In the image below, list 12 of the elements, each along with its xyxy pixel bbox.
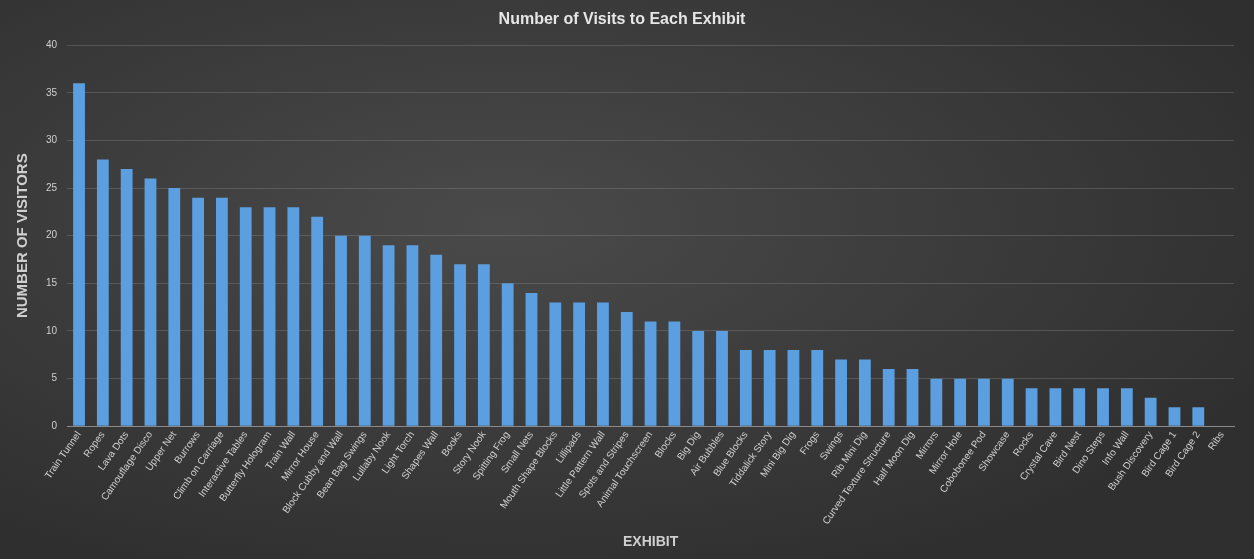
- y-tick-label: 40: [46, 38, 58, 50]
- y-tick-label: 25: [46, 181, 58, 193]
- y-tick-label: 20: [46, 229, 58, 241]
- y-tick-label: 35: [46, 86, 58, 98]
- y-tick-label: 0: [51, 420, 58, 432]
- chart-title: Number of Visits to Each Exhibit: [498, 10, 747, 28]
- y-axis-title: NUMBER OF VISITORS: [13, 153, 31, 319]
- y-tick-label: 15: [46, 277, 58, 289]
- y-tick-label: 5: [51, 372, 58, 384]
- x-axis-title: EXHIBIT: [622, 533, 679, 550]
- y-tick-label: 10: [46, 324, 58, 336]
- y-tick-label: 30: [46, 134, 58, 146]
